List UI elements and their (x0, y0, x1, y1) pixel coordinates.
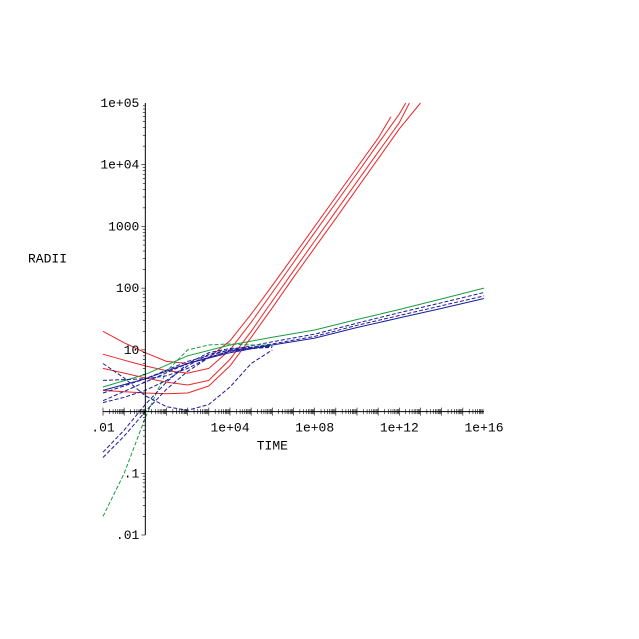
series-line-5 (102, 287, 485, 388)
axes-layer: .01 1e+04 1e+08 1e+12 1e+16 .01 .1 10 100 1000 1e… (28, 96, 504, 543)
y-tick-label: 1000 (108, 219, 139, 234)
x-tick-label: .01 (91, 421, 115, 436)
x-axis-tick-labels: .01 1e+04 1e+08 1e+12 1e+16 (91, 421, 503, 436)
series-line-11 (102, 344, 273, 453)
series-line-4 (102, 102, 421, 395)
y-tick-label: 1e+05 (100, 96, 139, 111)
x-tick-label: 1e+08 (295, 421, 334, 436)
series-layer (102, 102, 485, 517)
y-tick-label: 100 (116, 281, 139, 296)
series-line-10 (102, 345, 273, 458)
series-line-12 (102, 349, 273, 411)
y-axis-minor-ticks (141, 105, 146, 536)
x-axis-minor-ticks (102, 407, 484, 416)
x-tick-label: 1e+16 (464, 421, 503, 436)
series-line-14 (102, 345, 273, 381)
y-axis-title: RADII (28, 252, 67, 267)
x-tick-label: 1e+12 (380, 421, 419, 436)
series-line-9 (102, 343, 273, 517)
x-tick-label: 1e+04 (210, 421, 249, 436)
y-tick-label: .01 (116, 528, 140, 543)
series-line-7 (102, 295, 485, 402)
series-line-3 (102, 102, 410, 386)
series-line-6 (102, 292, 485, 394)
series-line-2 (102, 102, 407, 374)
y-tick-label: 1e+04 (100, 158, 139, 173)
x-axis-title: TIME (257, 439, 288, 454)
y-tick-label: 10 (124, 343, 140, 358)
y-axis-tick-labels: .01 .1 10 100 1000 1e+04 1e+05 (100, 96, 139, 543)
y-tick-label: .1 (124, 466, 140, 481)
series-line-1 (102, 116, 392, 364)
